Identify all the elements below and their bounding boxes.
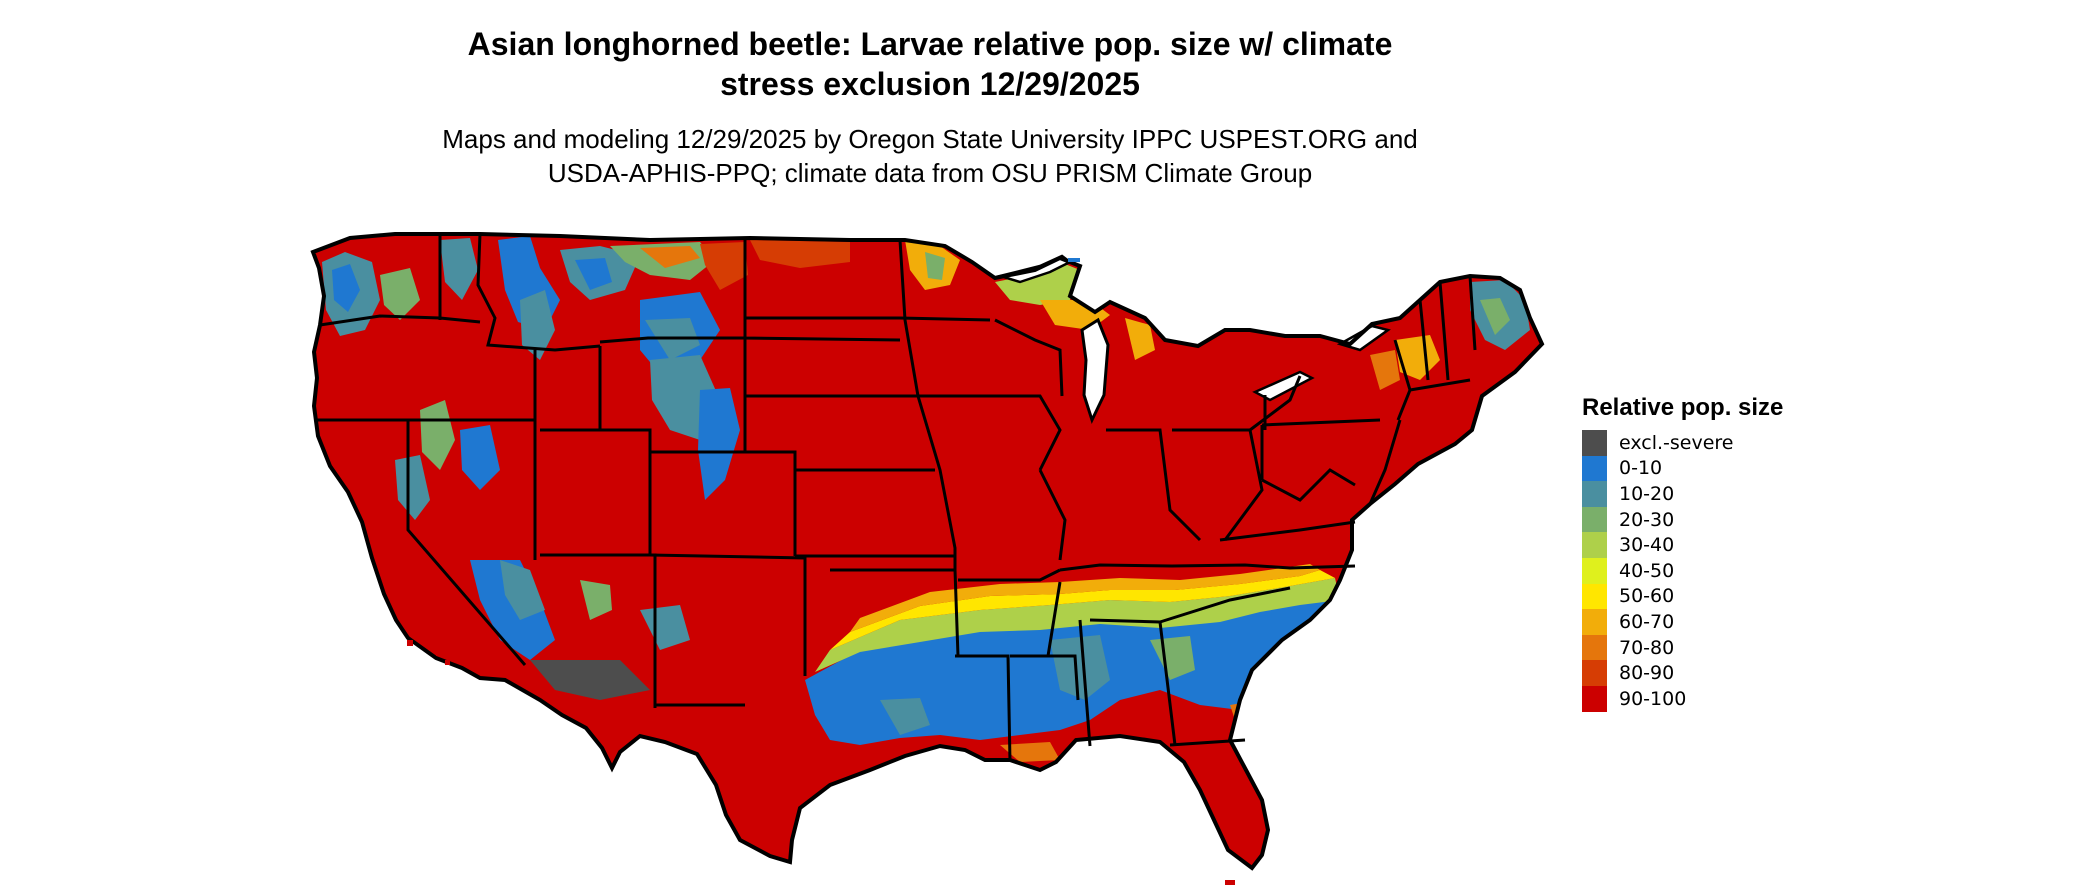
map-subtitle-line-2: USDA-APHIS-PPQ; climate data from OSU PR… [547,158,1313,188]
legend-label: 20-30 [1619,508,1675,531]
legend-swatch [1582,609,1607,635]
legend-title: Relative pop. size [1582,394,1784,421]
us-map [300,222,1550,892]
legend-item: 40-50 [1582,557,1783,584]
legend-swatch [1582,506,1607,533]
us-map-svg [311,232,1544,885]
us-landmass [313,234,1542,868]
map-title-line-1: Asian longhorned beetle: Larvae relative… [467,26,1393,62]
legend-label: 10-20 [1619,482,1675,505]
legend-label: 0-10 [1619,457,1663,480]
legend-item: 0-10 [1582,455,1783,482]
legend-swatch [1582,583,1607,610]
map-title-line-2: stress exclusion 12/29/2025 [720,66,1140,102]
legend-item: 10-20 [1582,481,1783,507]
legend-label: 50-60 [1619,585,1675,608]
legend-item: 30-40 [1582,532,1783,558]
suitability-patches [322,236,1530,762]
legend-swatch [1582,685,1607,712]
legend-swatch [1582,557,1607,584]
legend: Relative pop. size excl.-severe 0-10 10-20… [1582,394,1783,712]
legend-swatch [1582,660,1607,686]
legend-swatch [1582,532,1607,558]
legend-label: 90-100 [1619,687,1687,710]
legend-swatch [1582,634,1607,661]
map-title: Asian longhorned beetle: Larvae relative… [0,24,1860,104]
legend-item: 60-70 [1582,609,1783,635]
map-subtitle: Maps and modeling 12/29/2025 by Oregon S… [0,122,1860,190]
legend-label: 60-70 [1619,610,1675,633]
legend-item: excl.-severe [1582,430,1783,456]
legend-swatch [1582,430,1607,456]
legend-swatch [1582,455,1607,482]
legend-label: 80-90 [1619,662,1675,685]
map-subtitle-line-1: Maps and modeling 12/29/2025 by Oregon S… [442,124,1418,154]
legend-label: 40-50 [1619,559,1675,582]
legend-item: 70-80 [1582,634,1783,661]
legend-item: 90-100 [1582,685,1783,712]
legend-label: 30-40 [1619,534,1675,557]
lake-michigan [1080,317,1110,425]
legend-label: 70-80 [1619,636,1675,659]
legend-item: 20-30 [1582,506,1783,533]
state-borders [317,233,1477,763]
coastal-islands [407,258,1235,885]
legend-label: excl.-severe [1619,431,1734,454]
legend-swatch [1582,481,1607,507]
legend-items: excl.-severe 0-10 10-20 20-30 30-40 40-50 50-6… [1582,430,1783,712]
legend-item: 80-90 [1582,660,1783,686]
legend-item: 50-60 [1582,583,1783,610]
